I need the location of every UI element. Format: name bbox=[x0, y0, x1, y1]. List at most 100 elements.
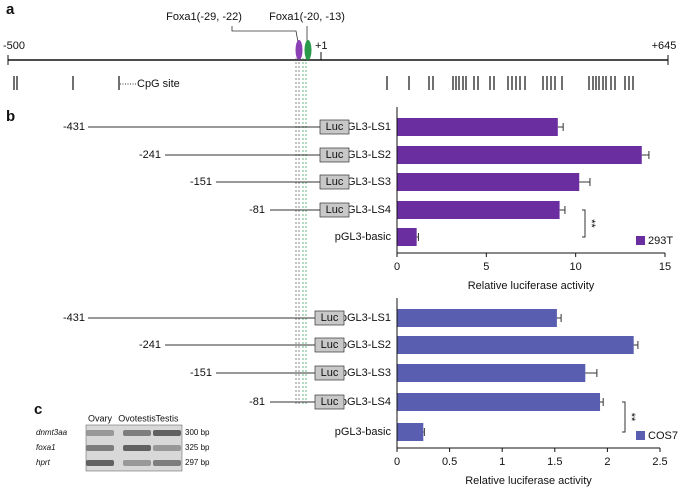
lane-label: Testis bbox=[155, 413, 179, 423]
construct-start: -431 bbox=[63, 121, 85, 133]
error-bar bbox=[423, 428, 425, 436]
legend-label: 293T bbox=[648, 235, 673, 247]
error-bar bbox=[559, 206, 566, 214]
lane-label: Ovotestis bbox=[118, 413, 156, 423]
bar bbox=[397, 364, 586, 382]
category-label: pGL3-basic bbox=[335, 426, 392, 438]
cpg-label: CpG site bbox=[137, 78, 180, 90]
category-label: pGL3-LS1 bbox=[341, 121, 391, 133]
luc-label: Luc bbox=[326, 176, 344, 188]
bar bbox=[397, 146, 642, 164]
gel-band bbox=[123, 445, 151, 451]
leader bbox=[231, 26, 299, 43]
legend-swatch bbox=[636, 236, 645, 245]
panel-label: b bbox=[6, 108, 15, 125]
gene-label: dnmt3aa bbox=[36, 428, 68, 437]
construct-start: -81 bbox=[249, 396, 265, 408]
construct-start: -151 bbox=[190, 176, 212, 188]
gel-band bbox=[153, 460, 181, 466]
size-label: 300 bp bbox=[185, 428, 210, 437]
construct-start: -241 bbox=[139, 339, 161, 351]
foxa1-site bbox=[295, 40, 303, 60]
category-label: pGL3-LS4 bbox=[341, 396, 391, 408]
category-label: pGL3-basic bbox=[335, 231, 392, 243]
panel-label: c bbox=[34, 401, 42, 418]
significance-bracket bbox=[622, 401, 626, 433]
error-bar bbox=[600, 398, 604, 406]
luc-label: Luc bbox=[321, 339, 339, 351]
gel-band bbox=[86, 430, 114, 436]
construct-start: -431 bbox=[63, 312, 85, 324]
bar bbox=[397, 309, 557, 327]
construct-start: -81 bbox=[249, 204, 265, 216]
size-label: 297 bp bbox=[185, 458, 210, 467]
luc-label: Luc bbox=[326, 121, 344, 133]
luc-box bbox=[314, 310, 345, 326]
gel-band bbox=[86, 460, 114, 466]
size-label: 325 bp bbox=[185, 443, 210, 452]
gel-band bbox=[86, 445, 114, 451]
x-tick-label: 15 bbox=[659, 261, 671, 273]
cpg-sites bbox=[13, 76, 634, 90]
gel-band bbox=[123, 430, 151, 436]
category-label: pGL3-LS3 bbox=[341, 367, 391, 379]
gene-label: hprt bbox=[36, 458, 51, 467]
luc-label: Luc bbox=[321, 396, 339, 408]
x-axis-label: Relative luciferase activity bbox=[465, 475, 592, 487]
x-tick-label: 0 bbox=[394, 261, 400, 273]
lane-label: Ovary bbox=[88, 413, 113, 423]
bar bbox=[397, 423, 424, 441]
x-axis-label: Relative luciferase activity bbox=[468, 280, 595, 292]
gel-band bbox=[123, 460, 151, 466]
foxa1-site bbox=[304, 40, 312, 60]
category-label: pGL3-LS3 bbox=[341, 176, 391, 188]
guides bbox=[295, 58, 307, 404]
error-bar bbox=[416, 233, 419, 241]
bar bbox=[397, 173, 580, 191]
significance-bracket bbox=[582, 209, 586, 238]
panel-label: a bbox=[6, 1, 15, 18]
luc-label: Luc bbox=[326, 149, 344, 161]
site-label: Foxa1(-29, -22) bbox=[166, 11, 242, 23]
luc-box bbox=[319, 202, 350, 218]
error-bar bbox=[556, 314, 562, 322]
legend-swatch bbox=[636, 431, 645, 440]
significance: ** bbox=[625, 413, 637, 422]
luc-box bbox=[314, 365, 345, 381]
end-label: +645 bbox=[652, 40, 677, 52]
luc-box bbox=[314, 337, 345, 353]
x-tick-label: 5 bbox=[483, 261, 489, 273]
x-tick-label: 0 bbox=[394, 456, 400, 468]
tss-label: +1 bbox=[315, 40, 328, 52]
luc-label: Luc bbox=[321, 367, 339, 379]
bar bbox=[397, 336, 634, 354]
error-bar bbox=[557, 123, 564, 131]
bar bbox=[397, 118, 558, 136]
luc-box bbox=[314, 394, 345, 410]
category-label: pGL3-LS1 bbox=[341, 312, 391, 324]
error-bar bbox=[641, 151, 650, 159]
luc-box bbox=[319, 174, 350, 190]
legend-label: COS7 bbox=[648, 430, 678, 442]
error-bar bbox=[585, 369, 598, 377]
x-tick-label: 0.5 bbox=[442, 456, 457, 468]
x-tick-label: 2 bbox=[604, 456, 610, 468]
x-tick-label: 1.5 bbox=[547, 456, 562, 468]
category-label: pGL3-LS2 bbox=[341, 339, 391, 351]
luc-label: Luc bbox=[326, 204, 344, 216]
x-tick-label: 2.5 bbox=[652, 456, 667, 468]
bar bbox=[397, 201, 560, 219]
construct-start: -241 bbox=[139, 149, 161, 161]
luc-box bbox=[319, 119, 350, 135]
category-label: pGL3-LS4 bbox=[341, 204, 391, 216]
bar bbox=[397, 228, 417, 246]
luc-label: Luc bbox=[321, 312, 339, 324]
x-tick-label: 10 bbox=[570, 261, 582, 273]
gel-band bbox=[153, 445, 181, 451]
start-label: -500 bbox=[3, 40, 25, 52]
significance: ** bbox=[585, 219, 597, 228]
error-bar bbox=[633, 341, 639, 349]
gel-band bbox=[153, 430, 181, 436]
category-label: pGL3-LS2 bbox=[341, 149, 391, 161]
